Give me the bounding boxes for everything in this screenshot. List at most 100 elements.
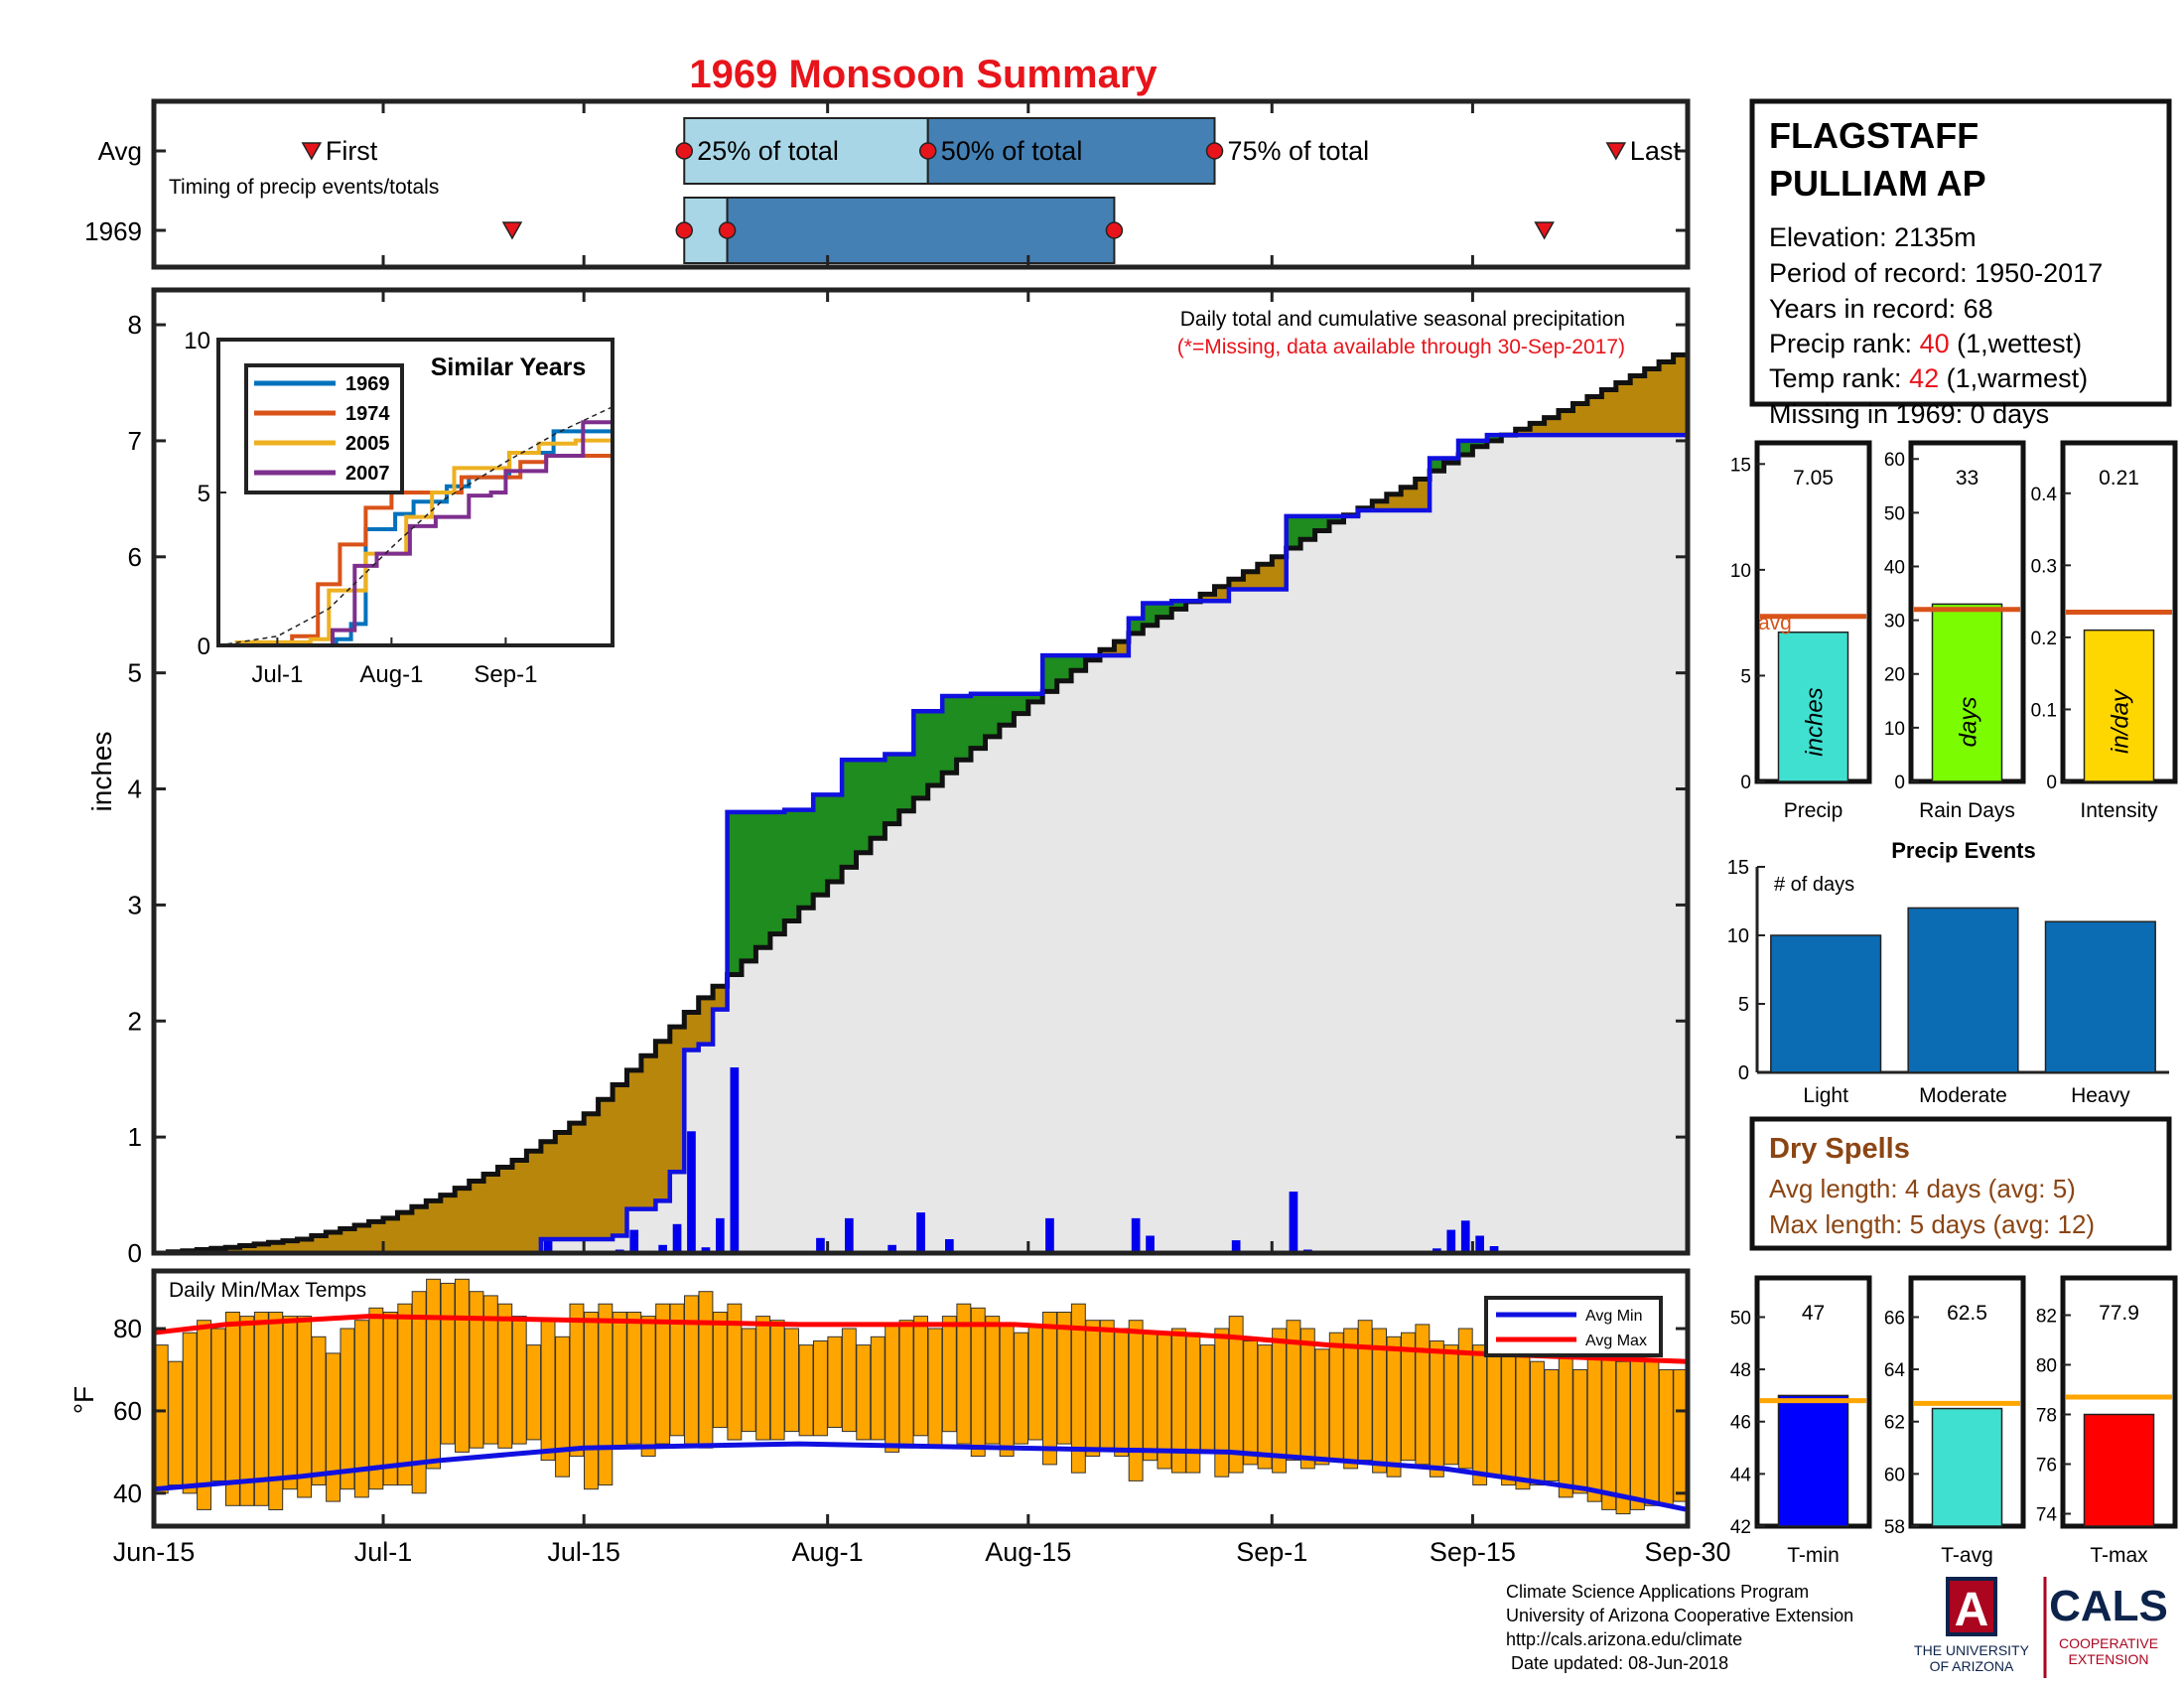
daily-temp-range-bar	[1228, 1316, 1244, 1474]
daily-temp-range-bar	[1272, 1328, 1287, 1474]
temp-summary-y-tick-label: 82	[2036, 1307, 2057, 1328]
avg-max-line	[153, 1314, 1689, 1364]
temp-summary-y-tick-label: 66	[1884, 1308, 1905, 1329]
daily-temp-range-bar	[784, 1328, 799, 1433]
daily-precip-bar	[945, 1239, 954, 1253]
temp-summary-y-tick-label: 58	[1884, 1517, 1905, 1538]
daily-temp-range-bar	[1472, 1344, 1488, 1485]
daily-temp-range-bar	[239, 1316, 255, 1506]
daily-temp-range-bar	[497, 1303, 513, 1449]
date-axis-label: Aug-15	[985, 1537, 1071, 1567]
temp-summary-value-label: 62.5	[1947, 1302, 1987, 1325]
temp-summary-y-tick-label: 60	[1884, 1465, 1905, 1485]
station-name-line1: FLAGSTAFF	[1769, 115, 1979, 156]
precip-summary-axis-label: Rain Days	[1919, 799, 2015, 822]
daily-temp-range-bar	[382, 1312, 398, 1486]
inset-y-tick-label: 0	[198, 633, 210, 660]
event-category-label: Light	[1803, 1084, 1848, 1107]
daily-temp-range-bar	[1314, 1348, 1330, 1466]
legend-avg-max-label: Avg Max	[1585, 1333, 1647, 1349]
temp-legend: Avg Min Avg Max	[1484, 1296, 1663, 1357]
precip-summary-unit-label: days	[1956, 697, 1982, 748]
avg-p50-p75-band	[926, 117, 1216, 185]
daily-precip-bar	[1475, 1235, 1484, 1253]
events-y-tick-label: 5	[1738, 994, 1749, 1016]
inset-legend-label: 2007	[345, 463, 390, 485]
temp-y-tick-label: 40	[113, 1478, 142, 1508]
event-category-label: Heavy	[2071, 1084, 2130, 1107]
precip-summary-y-tick-label: 15	[1730, 455, 1751, 476]
dry-spells-title: Dry Spells	[1769, 1133, 1910, 1165]
p25-label: 25% of total	[697, 136, 839, 166]
avg-p75-marker	[1205, 142, 1224, 160]
timing-panel: Avg 1969 Timing of precip events/totals …	[84, 98, 1691, 270]
temp-summary-y-tick-label: 44	[1730, 1465, 1752, 1485]
daily-precip-bar	[701, 1247, 711, 1253]
inset-x-tick-label: Aug-1	[359, 661, 423, 688]
similar-years-inset: Similar Years 1969 1974 2005 2007 0 5 10 Jul-1…	[184, 328, 614, 688]
daily-temp-range-bar	[1586, 1348, 1602, 1502]
year-p75-marker	[1105, 221, 1124, 239]
daily-temp-range-bar	[999, 1324, 1015, 1458]
precip-summary-unit-label: inches	[1802, 687, 1829, 756]
temp-summary-y-tick-label: 62	[1884, 1413, 1905, 1434]
daily-temp-range-bar	[712, 1312, 728, 1429]
events-y-tick-label: 15	[1727, 857, 1749, 879]
temp-summary-value-bar	[1777, 1394, 1849, 1527]
precip-summary-axis-label: Intensity	[2080, 799, 2158, 822]
footer-line2: University of Arizona Cooperative Extens…	[1506, 1606, 1853, 1625]
station-info-box: FLAGSTAFF PULLIAM AP Elevation: 2135m Pe…	[1749, 98, 2172, 407]
daily-temp-range-bar	[168, 1360, 184, 1486]
temp-summary-y-tick-label: 74	[2036, 1505, 2058, 1526]
precip-frame	[151, 287, 1691, 1256]
temp-frame	[151, 1268, 1691, 1529]
footer-line1: Climate Science Applications Program	[1506, 1582, 1809, 1602]
daily-temp-range-bar	[1357, 1320, 1373, 1462]
station-temp-rank: Temp rank: 42 (1,warmest)	[1769, 363, 2088, 393]
avg-p50-marker	[918, 142, 937, 160]
daily-temp-range-bar	[182, 1332, 198, 1494]
temp-summary-y-tick-label: 80	[2036, 1356, 2057, 1377]
precip-summary-value-bar	[2083, 629, 2155, 782]
daily-temp-range-bar	[469, 1291, 484, 1449]
precip-y-tick-label: 7	[128, 426, 142, 456]
precip-summary-avg-annotation: avg	[1758, 612, 1792, 634]
first-event-label: First	[326, 136, 378, 166]
dry-spells-frame	[1749, 1116, 2172, 1251]
daily-temp-range-bar	[353, 1320, 369, 1498]
date-axis-label: Jul-15	[547, 1537, 620, 1567]
ua-logo-letter: A	[1955, 1584, 1989, 1636]
temp-rank-label: Temp rank:	[1769, 363, 1909, 393]
temp-summary-y-tick-label: 76	[2036, 1456, 2057, 1477]
inset-legend-label: 2005	[345, 433, 390, 455]
daily-temp-range-bar	[1042, 1312, 1057, 1466]
daily-precip-bar	[1146, 1235, 1155, 1253]
daily-temp-range-bar	[1443, 1344, 1459, 1466]
cals-line2: EXTENSION	[2069, 1651, 2149, 1667]
figure-title: 1969 Monsoon Summary	[689, 53, 1158, 96]
dry-spells-box: Dry Spells Avg length: 4 days (avg: 5) M…	[1749, 1116, 2172, 1251]
daily-temp-range-bar	[440, 1282, 456, 1445]
temp-plot-area	[153, 1278, 1689, 1515]
precip-y-tick-label: 5	[128, 658, 142, 688]
daily-temp-range-bar	[526, 1344, 542, 1441]
year-last-marker	[1534, 221, 1555, 240]
daily-precip-bar	[716, 1217, 725, 1253]
precip-summary-unit-label: in/day	[2108, 688, 2134, 754]
temp-summary-value-bar	[2083, 1413, 2155, 1527]
date-axis-label: Sep-30	[1644, 1537, 1730, 1567]
inset-x-tick-label: Sep-1	[474, 661, 537, 688]
temp-y-tick-label: 60	[113, 1396, 142, 1426]
station-years: Years in record: 68	[1769, 294, 1993, 324]
daily-temp-range-bar	[540, 1320, 556, 1462]
avg-min-line	[153, 1441, 1689, 1512]
daily-temp-range-bar	[1501, 1348, 1516, 1486]
daily-temp-range-bar	[1644, 1360, 1660, 1506]
cumulative-precip-chart: 0 1 2 3 4 5 6 7 8 inches Daily total and cumulat…	[86, 287, 1691, 1268]
daily-temp-range-bar	[555, 1336, 570, 1477]
daily-temp-range-bar	[225, 1312, 240, 1506]
daily-temp-range-bar	[282, 1316, 298, 1490]
daily-precip-bar	[845, 1217, 854, 1253]
station-frame	[1749, 98, 2172, 407]
daily-temp-range-bar	[569, 1303, 585, 1458]
